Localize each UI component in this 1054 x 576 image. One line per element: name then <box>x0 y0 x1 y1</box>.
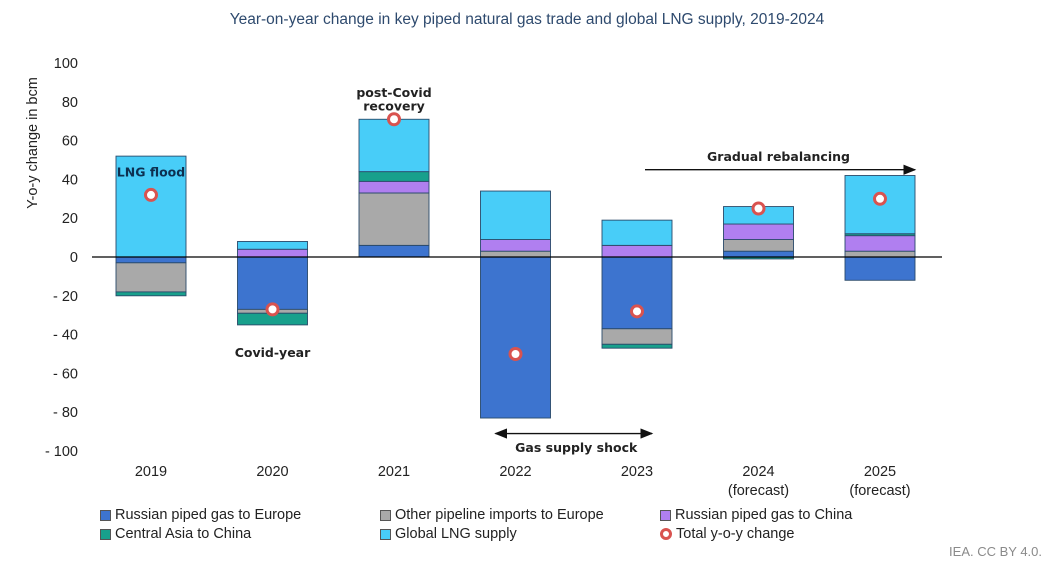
bar-segment-central-asia-to-china-2023 <box>601 343 673 349</box>
bar-segment-russian-piped-gas-to-europe-2024 <box>723 250 794 258</box>
bar-segment-russian-piped-gas-to-china-2022 <box>480 239 551 252</box>
bar-segment-other-pipeline-imports-to-europe-2024 <box>723 239 794 252</box>
bars <box>115 118 916 419</box>
y-tick-label: 20 <box>62 211 78 227</box>
legend-item-other-pipeline-imports-to-europe: Other pipeline imports to Europe <box>380 507 604 523</box>
bar-segment-other-pipeline-imports-to-europe-2019 <box>115 262 187 293</box>
x-tick-label: 2019 <box>135 464 167 480</box>
legend-label: Total y-o-y change <box>676 526 795 542</box>
y-tick-label: - 100 <box>45 444 78 460</box>
legend-swatch <box>100 528 111 540</box>
bar-segment-global-lng-supply-2021 <box>358 118 430 173</box>
y-axis-ticks: 100 80 60 40 20 0 - 20 - 40 - 60 - 80 - 100 <box>45 56 78 460</box>
bar-segment-central-asia-to-china-2019 <box>115 291 187 297</box>
chart-plot: Y-o-y change in bcm 100 80 60 40 20 0 - 20 - 40… <box>25 56 942 499</box>
annotation-label: LNG flood <box>117 165 185 180</box>
total-marker-2023 <box>630 304 644 319</box>
bar-segment-russian-piped-gas-to-china-2025 <box>844 235 916 252</box>
legend-label: Other pipeline imports to Europe <box>395 507 604 523</box>
x-tick-sublabel: (forecast) <box>728 483 789 499</box>
y-tick-label: - 40 <box>53 328 78 344</box>
bar-segment-other-pipeline-imports-to-europe-2022 <box>480 250 551 258</box>
total-marker-2025 <box>873 191 887 206</box>
y-tick-label: - 60 <box>53 366 78 382</box>
annotation-label: Covid-year <box>235 345 311 360</box>
legend-item-global-lng-supply: Global LNG supply <box>380 526 517 542</box>
total-markers <box>144 112 887 361</box>
total-marker-2020 <box>265 302 280 317</box>
bar-segment-central-asia-to-china-2021 <box>358 171 430 182</box>
legend-swatch <box>100 509 111 521</box>
legend-item-central-asia-to-china: Central Asia to China <box>100 526 251 542</box>
legend-item-total-y-o-y-change: Total y-o-y change <box>660 526 794 542</box>
legend-swatch <box>660 509 671 521</box>
bar-segment-russian-piped-gas-to-europe-2021 <box>358 244 430 258</box>
legend-swatch <box>380 509 391 521</box>
credit-text: IEA. CC BY 4.0. <box>949 544 1042 559</box>
x-axis-labels: 2019 2020 2021 2022 2023 2024 (forecast) 2025 (f… <box>135 464 911 499</box>
total-marker-2019 <box>144 187 158 202</box>
x-tick-label: 2023 <box>621 464 653 480</box>
bar-segment-russian-piped-gas-to-europe-2019 <box>115 256 187 264</box>
y-tick-label: 40 <box>62 172 78 188</box>
bar-segment-russian-piped-gas-to-china-2023 <box>601 244 673 258</box>
legend-label: Central Asia to China <box>115 526 252 542</box>
bar-segment-russian-piped-gas-to-china-2024 <box>723 223 794 240</box>
bar-segment-other-pipeline-imports-to-europe-2021 <box>358 192 430 246</box>
bar-segment-global-lng-supply-2023 <box>601 219 673 246</box>
total-marker-2024 <box>751 201 766 216</box>
bar-segment-russian-piped-gas-to-china-2020 <box>237 248 308 258</box>
y-axis-label: Y-o-y change in bcm <box>25 77 41 209</box>
bar-segment-russian-piped-gas-to-china-2021 <box>358 180 430 194</box>
x-tick-label: 2025 <box>864 464 896 480</box>
legend-label: Global LNG supply <box>395 526 517 542</box>
legend-swatch <box>380 528 391 540</box>
legend-item-russian-piped-gas-to-china: Russian piped gas to China <box>660 507 852 523</box>
y-tick-label: 80 <box>62 95 78 111</box>
total-marker-2021 <box>387 112 401 127</box>
chart-title: Year-on-year change in key piped natural… <box>229 11 825 28</box>
y-tick-label: 0 <box>70 250 78 266</box>
annotation-label: post-Covid <box>356 85 431 100</box>
bar-segment-russian-piped-gas-to-europe-2020 <box>237 256 308 310</box>
x-tick-label: 2022 <box>499 464 531 480</box>
bar-segment-global-lng-supply-2022 <box>480 190 551 240</box>
total-marker-2022 <box>508 347 523 361</box>
bar-segment-other-pipeline-imports-to-europe-2025 <box>844 250 916 258</box>
annotation-label: Gradual rebalancing <box>707 149 850 164</box>
y-tick-label: 100 <box>54 56 78 72</box>
bar-segment-russian-piped-gas-to-europe-2022 <box>480 256 551 419</box>
y-tick-label: - 20 <box>53 289 78 305</box>
y-tick-label: 60 <box>62 134 78 150</box>
x-tick-label: 2021 <box>378 464 410 480</box>
legend-item-russian-piped-gas-to-europe: Russian piped gas to Europe <box>100 507 301 523</box>
legend-label: Russian piped gas to China <box>675 507 853 523</box>
x-tick-label: 2024 <box>742 464 774 480</box>
legend-label: Russian piped gas to Europe <box>115 507 302 523</box>
legend-marker-circle-icon <box>660 528 672 540</box>
bar-segment-russian-piped-gas-to-europe-2025 <box>844 256 916 281</box>
x-tick-label: 2020 <box>256 464 288 480</box>
y-tick-label: - 80 <box>53 405 78 421</box>
bar-segment-other-pipeline-imports-to-europe-2023 <box>601 328 673 345</box>
annotation-label: recovery <box>363 99 425 114</box>
annotation-label: Gas supply shock <box>515 440 638 455</box>
x-tick-sublabel: (forecast) <box>849 483 910 499</box>
bar-segment-global-lng-supply-2020 <box>237 241 308 250</box>
